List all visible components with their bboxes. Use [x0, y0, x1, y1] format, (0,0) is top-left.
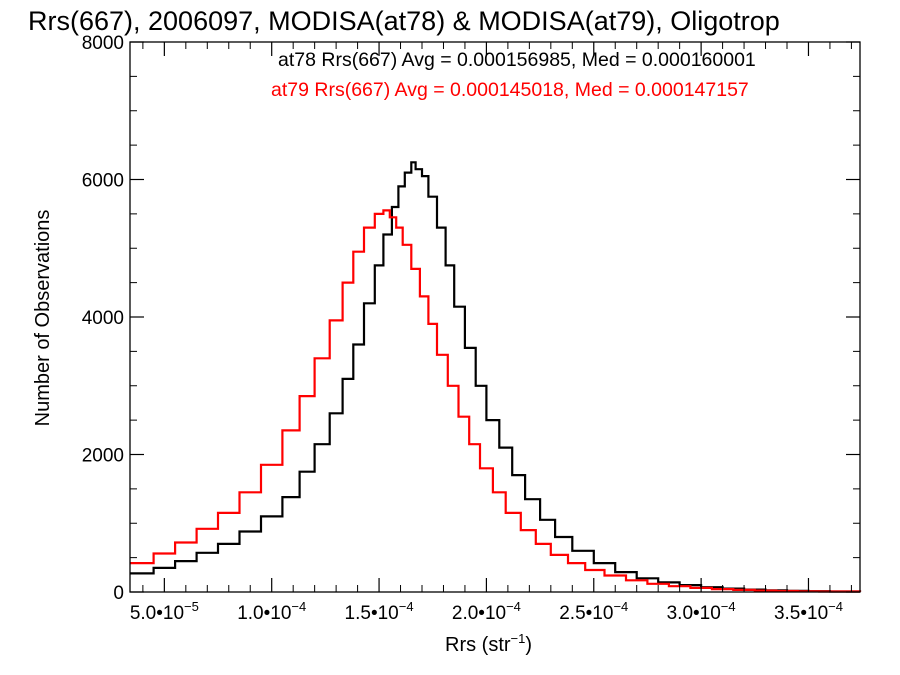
x-tick-mantissa: 1.5•10	[345, 603, 399, 624]
plot-series-group	[130, 161, 862, 593]
y-tick-label: 2000	[82, 446, 124, 467]
y-tick-label: 8000	[82, 33, 124, 54]
legend-entry-at79: at79 Rrs(667) Avg = 0.000145018, Med = 0…	[271, 79, 749, 101]
x-tick-mantissa: 1.0•10	[237, 603, 291, 624]
y-tick-label: 6000	[82, 171, 124, 192]
x-axis-label-exponent: −1	[511, 631, 526, 646]
x-tick-exponent: −4	[291, 599, 306, 614]
y-tick-label: 4000	[82, 308, 124, 329]
x-tick-exponent: −4	[828, 599, 843, 614]
y-axis-label: Number of Observations	[32, 210, 54, 427]
x-tick-exponent: −4	[399, 599, 414, 614]
x-tick-label: 2.5•10−4	[559, 599, 628, 624]
x-tick-exponent: −4	[613, 599, 628, 614]
legend-entry-at78: at78 Rrs(667) Avg = 0.000156985, Med = 0…	[278, 49, 756, 71]
series-line-at78	[130, 161, 862, 593]
x-tick-exponent: −4	[721, 599, 736, 614]
x-tick-exponent: −4	[506, 599, 521, 614]
x-axis-label-text: Rrs (str	[445, 634, 511, 656]
series-line-at79	[130, 209, 862, 593]
x-tick-label: 1.5•10−4	[345, 599, 414, 624]
chart-title: Rrs(667), 2006097, MODISA(at78) & MODISA…	[28, 6, 780, 36]
x-tick-mantissa: 3.5•10	[774, 603, 828, 624]
x-tick-label: 1.0•10−4	[237, 599, 306, 624]
x-tick-label: 2.0•10−4	[452, 599, 521, 624]
x-tick-label: 5.0•10−5	[130, 599, 199, 624]
x-tick-mantissa: 2.0•10	[452, 603, 506, 624]
x-tick-mantissa: 2.5•10	[559, 603, 613, 624]
x-tick-label: 3.0•10−4	[667, 599, 736, 624]
y-tick-label: 0	[113, 583, 124, 604]
x-tick-mantissa: 5.0•10	[130, 603, 184, 624]
x-axis-label: Rrs (str−1)	[445, 631, 532, 656]
x-tick-exponent: −5	[184, 599, 199, 614]
x-axis-label-close: )	[525, 634, 532, 656]
x-tick-mantissa: 3.0•10	[667, 603, 721, 624]
x-tick-label: 3.5•10−4	[774, 599, 843, 624]
